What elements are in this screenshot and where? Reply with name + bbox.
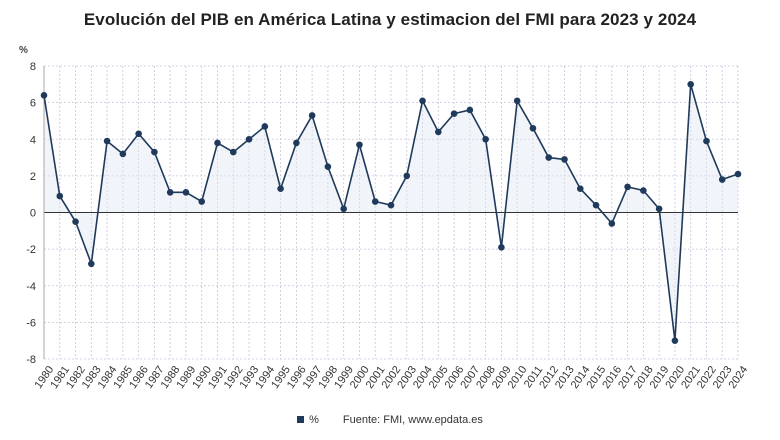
data-point-2013[interactable]: [561, 156, 568, 163]
chart-title: Evolución del PIB en América Latina y es…: [83, 10, 697, 29]
y-tick-label: 0: [30, 208, 36, 220]
data-point-1980[interactable]: [40, 92, 48, 99]
data-point-1987[interactable]: [151, 148, 158, 156]
data-point-2009[interactable]: [498, 243, 505, 251]
data-point-2022[interactable]: [703, 137, 710, 145]
source-text: Fuente: FMI, www.epdata.es: [342, 414, 483, 426]
chart-footer: % Fuente: FMI, www.epdata.es: [0, 414, 780, 426]
legend-swatch: [297, 416, 305, 423]
y-tick-labels: -8 -6 -4 -2 0 2 4 6 8: [26, 61, 36, 366]
data-point-1996[interactable]: [293, 139, 300, 147]
legend-label: %: [309, 414, 319, 426]
data-point-1990[interactable]: [198, 198, 206, 205]
data-point-1983[interactable]: [88, 260, 95, 268]
data-point-2005[interactable]: [435, 128, 442, 136]
y-axis-unit-label: %: [19, 45, 28, 56]
y-tick-label: 2: [30, 171, 36, 183]
data-point-1988[interactable]: [166, 189, 174, 196]
data-point-1989[interactable]: [182, 189, 190, 196]
data-point-2021[interactable]: [687, 81, 694, 88]
data-point-1994[interactable]: [261, 123, 269, 130]
data-point-1992[interactable]: [229, 148, 237, 156]
data-point-2024[interactable]: [734, 170, 742, 178]
data-point-1997[interactable]: [308, 112, 316, 119]
data-point-1985[interactable]: [119, 150, 127, 158]
data-point-2000[interactable]: [356, 141, 363, 149]
data-point-1982[interactable]: [72, 218, 79, 225]
data-point-2017[interactable]: [624, 183, 631, 191]
y-tick-label: 8: [30, 61, 36, 73]
data-point-2002[interactable]: [387, 201, 395, 209]
data-point-2018[interactable]: [640, 187, 647, 194]
data-points: [40, 81, 742, 344]
data-point-2014[interactable]: [576, 185, 584, 192]
data-point-2023[interactable]: [718, 176, 726, 183]
data-point-1998[interactable]: [324, 163, 332, 171]
data-point-2001[interactable]: [371, 198, 379, 205]
data-point-1986[interactable]: [135, 130, 142, 138]
data-point-2012[interactable]: [545, 154, 553, 161]
data-point-1999[interactable]: [340, 205, 347, 213]
axes: [43, 66, 738, 359]
y-tick-label: -6: [26, 317, 36, 329]
data-point-2003[interactable]: [403, 172, 411, 180]
data-point-1995[interactable]: [277, 185, 284, 192]
data-point-1984[interactable]: [103, 137, 111, 145]
data-point-1981[interactable]: [56, 192, 64, 200]
x-tick-labels: 1980198119821983198419851986198719881989…: [32, 364, 750, 391]
y-tick-label: 6: [30, 98, 36, 110]
data-point-2008[interactable]: [482, 135, 489, 143]
y-tick-label: -4: [26, 281, 36, 293]
data-point-2004[interactable]: [419, 97, 426, 105]
data-point-1993[interactable]: [245, 135, 253, 143]
data-point-2007[interactable]: [466, 106, 474, 114]
data-point-2020[interactable]: [671, 337, 679, 344]
data-point-2015[interactable]: [592, 201, 600, 209]
data-point-2011[interactable]: [529, 124, 537, 132]
data-point-1991[interactable]: [214, 139, 221, 147]
data-point-2006[interactable]: [450, 110, 458, 117]
data-point-2016[interactable]: [608, 220, 616, 227]
data-point-2010[interactable]: [513, 97, 521, 105]
y-tick-label: 4: [30, 134, 36, 146]
y-tick-label: -8: [26, 354, 36, 366]
data-point-2019[interactable]: [655, 205, 663, 213]
y-tick-label: -2: [26, 244, 36, 256]
